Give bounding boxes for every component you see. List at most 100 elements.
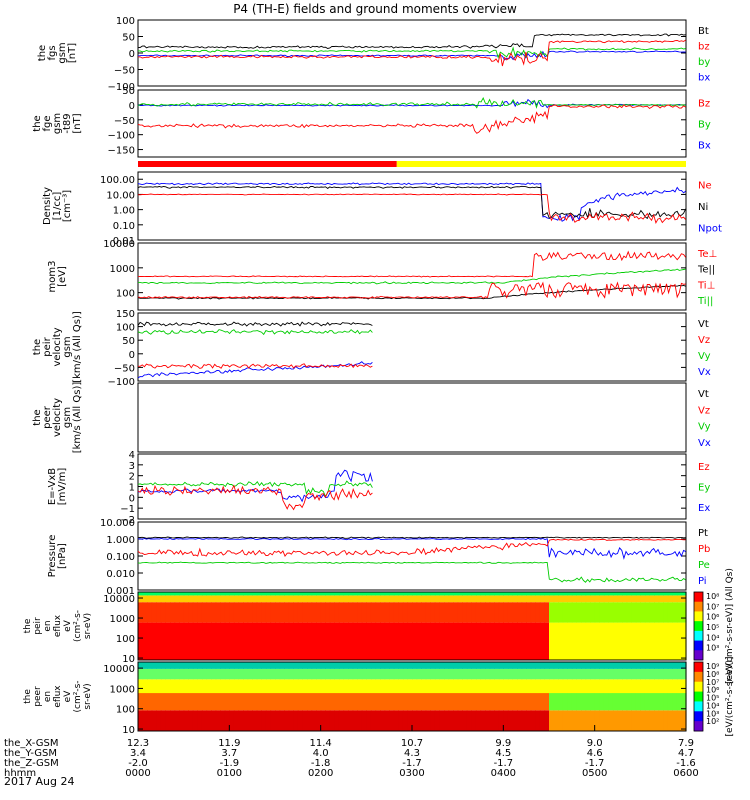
spectrogram-cell <box>599 622 605 660</box>
legend-te: Te|| <box>697 265 715 276</box>
spectrogram-cell <box>307 668 313 680</box>
spectrogram-cell <box>512 668 518 680</box>
y-tick-label: −100 <box>108 82 135 93</box>
spectrogram-cell <box>453 595 459 603</box>
spectrogram-cell <box>343 693 349 711</box>
spectrogram-cell <box>644 602 651 623</box>
spectrogram-cell <box>617 668 623 680</box>
spectrogram-cell <box>357 693 363 711</box>
spectrogram-cell <box>402 592 409 596</box>
spectrogram-cell <box>142 679 148 694</box>
spectrogram-cell <box>517 602 523 623</box>
spectrogram-cell <box>206 710 212 731</box>
spectrogram-cell <box>375 693 381 711</box>
spectrogram-cell <box>201 710 208 731</box>
spectrogram-cell <box>366 622 372 660</box>
spectrogram-cell <box>617 679 623 694</box>
spectrogram-cell <box>599 602 605 623</box>
spectrogram-cell <box>156 622 162 660</box>
spectrogram-cell <box>238 662 244 669</box>
spectrogram-cell <box>644 679 651 694</box>
legend-ti: Ti⊥ <box>697 280 715 291</box>
spectrogram-cell <box>243 710 249 731</box>
spectrogram-cell <box>585 595 591 603</box>
y-axis-label: eflux <box>53 614 63 637</box>
spectrogram-cell <box>407 622 413 660</box>
spectrogram-cell <box>462 668 468 680</box>
spectrogram-cell <box>558 602 564 623</box>
legend-ti: Ti|| <box>697 296 713 307</box>
spectrogram-cell <box>599 592 605 596</box>
legend-ey: Ey <box>698 483 710 494</box>
spectrogram-cell <box>654 662 660 669</box>
spectrogram-cell <box>576 668 582 680</box>
spectrogram-cell <box>521 595 527 603</box>
spectrogram-cell <box>224 592 230 596</box>
spectrogram-cell <box>521 668 527 680</box>
spectrogram-cell <box>498 595 504 603</box>
y-tick-label: 1.00 <box>113 206 135 217</box>
panel-frame <box>137 382 687 453</box>
colorbar-tick-label: 10⁵ <box>706 694 719 703</box>
spectrogram-cell <box>265 679 272 694</box>
spectrogram-cell <box>466 679 472 694</box>
spectrogram-cell <box>457 693 463 711</box>
spectrogram-cell <box>334 622 340 660</box>
spectrogram-cell <box>658 622 664 660</box>
spectrogram-cell <box>571 622 577 660</box>
spectrogram-cell <box>434 662 440 669</box>
spectrogram-cell <box>297 679 303 694</box>
spectrogram-cell <box>348 622 354 660</box>
spectrogram-cell <box>622 679 628 694</box>
x-axis-row-label: the_X-GSM <box>4 738 58 749</box>
spectrogram-cell <box>142 668 148 680</box>
spectrogram-cell <box>229 622 235 660</box>
spectrogram-cell <box>622 622 628 660</box>
spectrogram-cell <box>384 710 390 731</box>
spectrogram-cell <box>676 595 683 603</box>
spectrogram-cell <box>617 622 623 660</box>
spectrogram-cell <box>612 710 619 731</box>
spectrogram-cell <box>635 668 641 680</box>
spectrogram-cell <box>329 668 335 680</box>
y-axis-label: gsm <box>62 336 73 357</box>
spectrogram-cell <box>188 592 194 596</box>
spectrogram-cell <box>681 693 687 711</box>
panel-pressure <box>137 521 687 591</box>
spectrogram-cell <box>663 710 669 731</box>
spectrogram-cell <box>521 693 527 711</box>
spectrogram-cell <box>275 693 281 711</box>
spectrogram-cell <box>165 662 171 669</box>
spectrogram-cell <box>576 592 582 596</box>
spectrogram-cell <box>389 595 395 603</box>
spectrogram-cell <box>156 595 162 603</box>
spectrogram-cell <box>644 662 651 669</box>
spectrogram-cell <box>197 710 203 731</box>
spectrogram-cell <box>480 679 486 694</box>
colorbar-swatch <box>694 691 703 702</box>
spectrogram-cell <box>434 595 440 603</box>
spectrogram-cell <box>316 662 322 669</box>
spectrogram-cell <box>215 602 221 623</box>
spectrogram-cell <box>457 595 463 603</box>
spectrogram-cell <box>649 662 655 669</box>
spectrogram-cell <box>576 662 582 669</box>
spectrogram-cell <box>243 622 249 660</box>
spectrogram-cell <box>247 710 253 731</box>
y-axis-label: [1/cc] <box>52 192 63 221</box>
spectrogram-cell <box>316 622 322 660</box>
spectrogram-cell <box>233 662 240 669</box>
spectrogram-cell <box>389 592 395 596</box>
spectrogram-cell <box>503 662 509 669</box>
spectrogram-cell <box>380 710 386 731</box>
panel-frame <box>137 89 687 158</box>
spectrogram-cell <box>590 668 596 680</box>
spectrogram-cell <box>649 693 655 711</box>
spectrogram-cell <box>507 662 514 669</box>
spectrogram-cell <box>183 622 189 660</box>
spectrogram-cell <box>389 662 395 669</box>
spectrogram-cell <box>265 622 272 660</box>
spectrogram-cell <box>567 710 573 731</box>
spectrogram-cell <box>275 622 281 660</box>
legend-npot: Npot <box>698 223 722 234</box>
